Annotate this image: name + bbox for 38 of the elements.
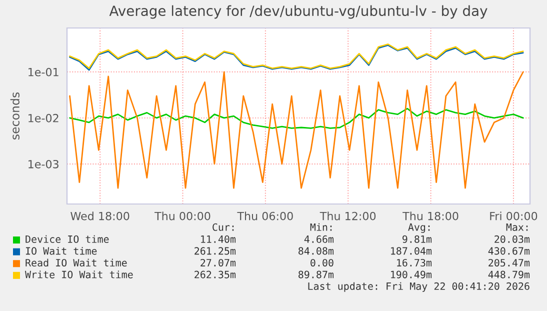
- x-tick-label: Thu 18:00: [402, 212, 458, 220]
- x-tick-label: Thu 12:00: [320, 212, 376, 220]
- text: 262.35m: [194, 270, 236, 278]
- legend-label: Device IO time: [26, 235, 109, 243]
- x-tick-label: Thu 00:00: [154, 212, 210, 220]
- y-axis-title: seconds: [10, 92, 20, 140]
- text: Max:: [506, 223, 528, 231]
- legend-label: Read IO Wait time: [26, 258, 127, 267]
- text: 0.00: [310, 258, 334, 267]
- text: 4.66m: [304, 235, 334, 243]
- x-tick-label: Wed 18:00: [70, 212, 130, 220]
- text: 16.73m: [397, 258, 432, 267]
- text: 261.25m: [194, 247, 236, 255]
- x-tick-label: Fri 00:00: [490, 212, 538, 220]
- line-series: [69, 71, 524, 189]
- text: 190.49m: [391, 270, 432, 278]
- text: 89.87m: [298, 270, 334, 278]
- text: 27.07m: [200, 258, 236, 267]
- y-tick-label: 1e-03: [28, 160, 58, 168]
- y-tick-label: 1e-01: [28, 68, 58, 76]
- text: 187.04m: [391, 247, 432, 255]
- text: 430.67m: [488, 247, 530, 255]
- text: Avg:: [408, 223, 430, 233]
- legend-label: Write IO Wait time: [25, 270, 133, 278]
- text: Cur:: [212, 223, 234, 231]
- text: 205.47m: [488, 258, 530, 267]
- line-series: [69, 108, 524, 129]
- text: 448.79m: [488, 270, 530, 278]
- text: Min:: [310, 223, 332, 231]
- text: 11.40m: [201, 235, 236, 243]
- text: 84.08m: [298, 247, 334, 255]
- text: 20.03m: [494, 235, 530, 243]
- text: 9.81m: [402, 235, 432, 243]
- chart-title: Average latency for /dev/ubuntu-vg/ubuntu-lv - by day: [109, 5, 488, 19]
- legend-label: IO Wait time: [26, 246, 97, 255]
- text: Last update: Fri May 22 00:41:20 2026: [308, 282, 530, 292]
- x-tick-label: Thu 06:00: [237, 212, 293, 220]
- y-tick-label: 1e-02: [28, 114, 58, 122]
